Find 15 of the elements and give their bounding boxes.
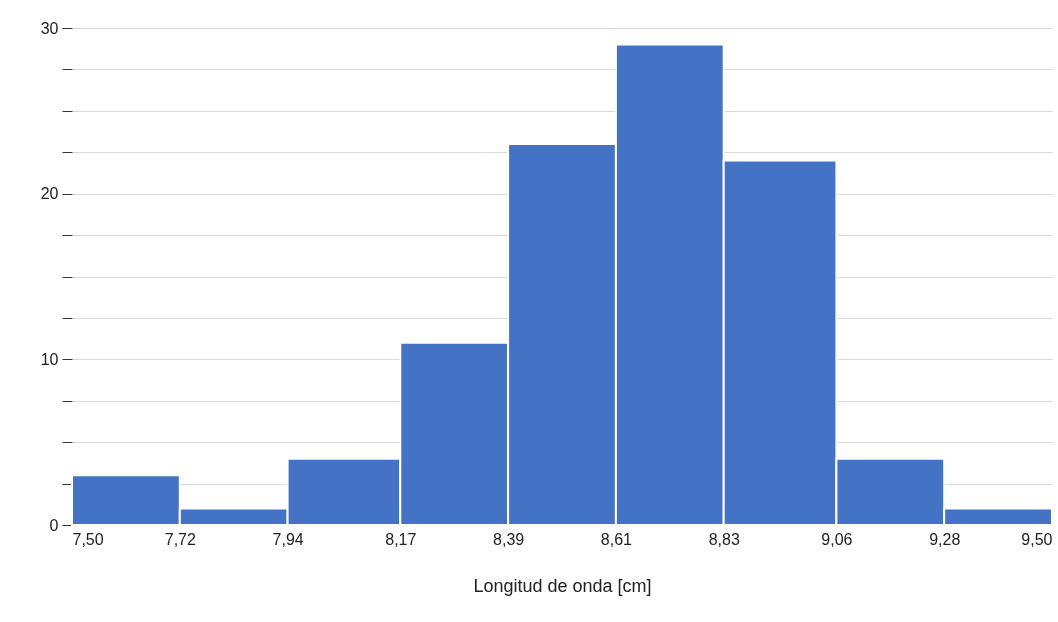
y-tick-label: 30 — [40, 19, 59, 37]
x-tick-label: 9,28 — [929, 530, 961, 548]
x-tick-label: 8,61 — [600, 530, 633, 548]
y-tick-label: 20 — [40, 185, 59, 203]
x-tick-label: 9,50 — [1021, 530, 1053, 548]
y-tick-label: 10 — [40, 350, 59, 368]
x-tick-label: 8,39 — [493, 530, 525, 548]
x-tick-label: 8,17 — [385, 530, 417, 548]
y-tick-label: 0 — [49, 516, 59, 534]
x-tick-label: 8,83 — [708, 530, 740, 548]
x-axis-title: Longitud de onda [cm] — [473, 575, 652, 596]
x-tick-label: 9,06 — [821, 530, 853, 548]
x-tick-label: 7,94 — [272, 530, 304, 548]
x-tick-label: 7,50 — [72, 530, 104, 548]
x-tick-label: 7,72 — [164, 530, 196, 548]
